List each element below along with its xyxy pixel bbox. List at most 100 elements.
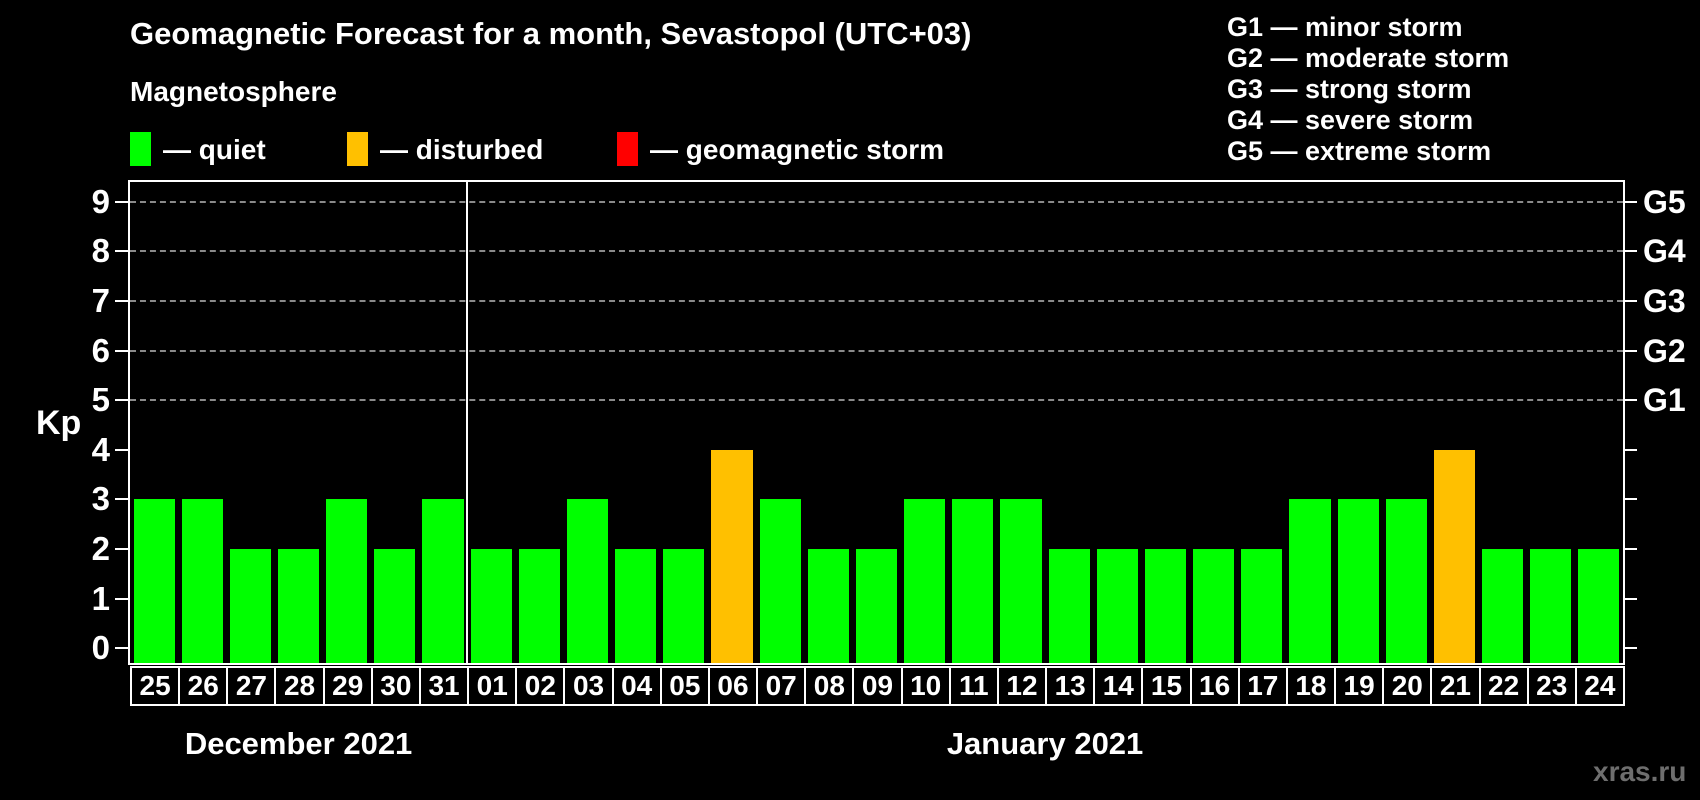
legend-label-quiet: — quiet [163,134,266,165]
g-scale-item: G4 — severe storm [1227,105,1474,135]
y-tick-mark-left [115,250,129,253]
day-label-05: 05 [659,666,710,706]
kp-bar-day-06 [711,449,753,663]
kp-bar-day-14 [1096,548,1138,663]
gridline-kp7 [130,300,1623,302]
kp-bar-day-10 [904,499,946,663]
y-tick-label: 1 [91,579,110,617]
g-scale-legend: G1 — minor storm G2 — moderate storm G3 — … [1227,12,1509,167]
y-tick-label: 4 [91,430,110,468]
day-label-17: 17 [1237,666,1288,706]
kp-bar-day-29 [326,499,368,663]
legend-heading: Magnetosphere [130,76,337,107]
gridline-kp9 [130,200,1623,203]
kp-bar-day-25 [133,499,175,663]
month-label-1: January 2021 [946,726,1144,761]
day-label-13: 13 [1045,666,1096,706]
month-label-0: December 2021 [184,726,413,761]
watermark: xras.ru [1593,756,1687,787]
day-label-01: 01 [467,666,518,706]
g-scale-item: G1 — minor storm [1227,12,1463,42]
y-tick-label: 5 [91,381,110,419]
plot-area [130,182,1623,663]
day-label-25: 25 [130,666,181,706]
y-tick-label: 9 [91,182,110,220]
kp-bar-day-03 [566,499,609,663]
kp-bar-day-26 [181,499,223,663]
kp-bar-day-01 [470,548,512,663]
y-tick-mark-left [115,399,129,402]
day-label-02: 02 [515,666,566,706]
day-label-29: 29 [322,666,373,706]
kp-bar-day-21 [1433,449,1475,663]
kp-bar-day-02 [518,548,560,663]
g-scale-axis-label: G2 [1643,332,1686,369]
kp-bar-day-31 [422,499,464,663]
y-tick-label: 3 [91,480,110,518]
g-scale-item: G2 — moderate storm [1227,43,1510,73]
day-label-30: 30 [370,666,421,706]
day-label-22: 22 [1478,666,1529,706]
day-label-03: 03 [563,666,614,706]
chart-title: Geomagnetic Forecast for a month, Sevast… [130,16,972,51]
kp-bar-day-18 [1289,499,1331,663]
kp-bar-day-30 [374,548,416,663]
g-scale-axis-label: G3 [1643,283,1686,319]
day-label-27: 27 [226,666,277,706]
y-tick-label: 6 [91,331,110,369]
y-tick-mark-right [1623,349,1637,352]
y-tick-mark-right [1623,448,1637,451]
gridline-kp5 [130,399,1623,402]
day-label-24: 24 [1574,666,1625,706]
gridline-kp8 [130,250,1623,253]
y-tick-mark-right [1623,399,1637,402]
day-label-19: 19 [1334,666,1385,706]
kp-bar-day-24 [1578,548,1620,663]
day-label-18: 18 [1285,666,1337,706]
kp-bar-day-15 [1144,548,1187,663]
y-tick-mark-right [1623,597,1637,600]
kp-bar-day-23 [1530,548,1572,663]
day-label-26: 26 [178,666,229,706]
day-label-10: 10 [900,666,951,706]
day-label-08: 08 [804,666,855,706]
kp-bar-day-19 [1337,499,1379,663]
day-label-07: 07 [756,666,807,706]
y-tick-label: 2 [91,529,110,567]
y-tick-mark-left [115,448,129,451]
legend-label-storm: — geomagnetic storm [650,134,945,165]
y-tick-mark-right [1623,200,1637,203]
y-tick-mark-left [115,647,129,650]
kp-bar-day-12 [1000,499,1042,663]
y-axis-label: Kp [36,404,82,442]
g-scale-axis-label: G1 [1643,382,1686,419]
y-tick-mark-left [115,200,129,203]
kp-bar-day-11 [952,499,994,663]
gridline-kp6 [130,349,1623,352]
g-scale-axis-label: G4 [1643,233,1686,270]
kp-bar-day-22 [1482,548,1524,663]
kp-bar-day-09 [855,548,898,663]
day-label-23: 23 [1526,666,1577,706]
kp-bar-day-13 [1048,548,1090,663]
legend-swatch-quiet [130,132,151,166]
legend-label-disturbed: — disturbed [380,134,544,165]
kp-bar-day-27 [229,548,271,663]
g-scale-item: G3 — strong storm [1227,74,1472,104]
kp-bar-day-20 [1385,499,1427,663]
day-label-09: 09 [852,666,903,706]
y-tick-label: 7 [91,282,110,319]
y-tick-mark-left [115,597,129,600]
day-label-31: 31 [418,666,470,706]
kp-bar-day-07 [759,499,801,663]
legend-swatch-storm [617,132,638,166]
kp-bar-day-04 [615,548,657,663]
y-tick-mark-right [1623,647,1637,650]
kp-bar-day-16 [1193,548,1235,663]
day-label-11: 11 [948,666,999,706]
month-separator [466,182,469,663]
day-label-06: 06 [707,666,759,706]
date-axis: 25 26 27 28 29 30 31 01 02 03 04 05 06 07 08 09 10 11 12 13… [130,666,1627,706]
day-label-28: 28 [274,666,325,706]
